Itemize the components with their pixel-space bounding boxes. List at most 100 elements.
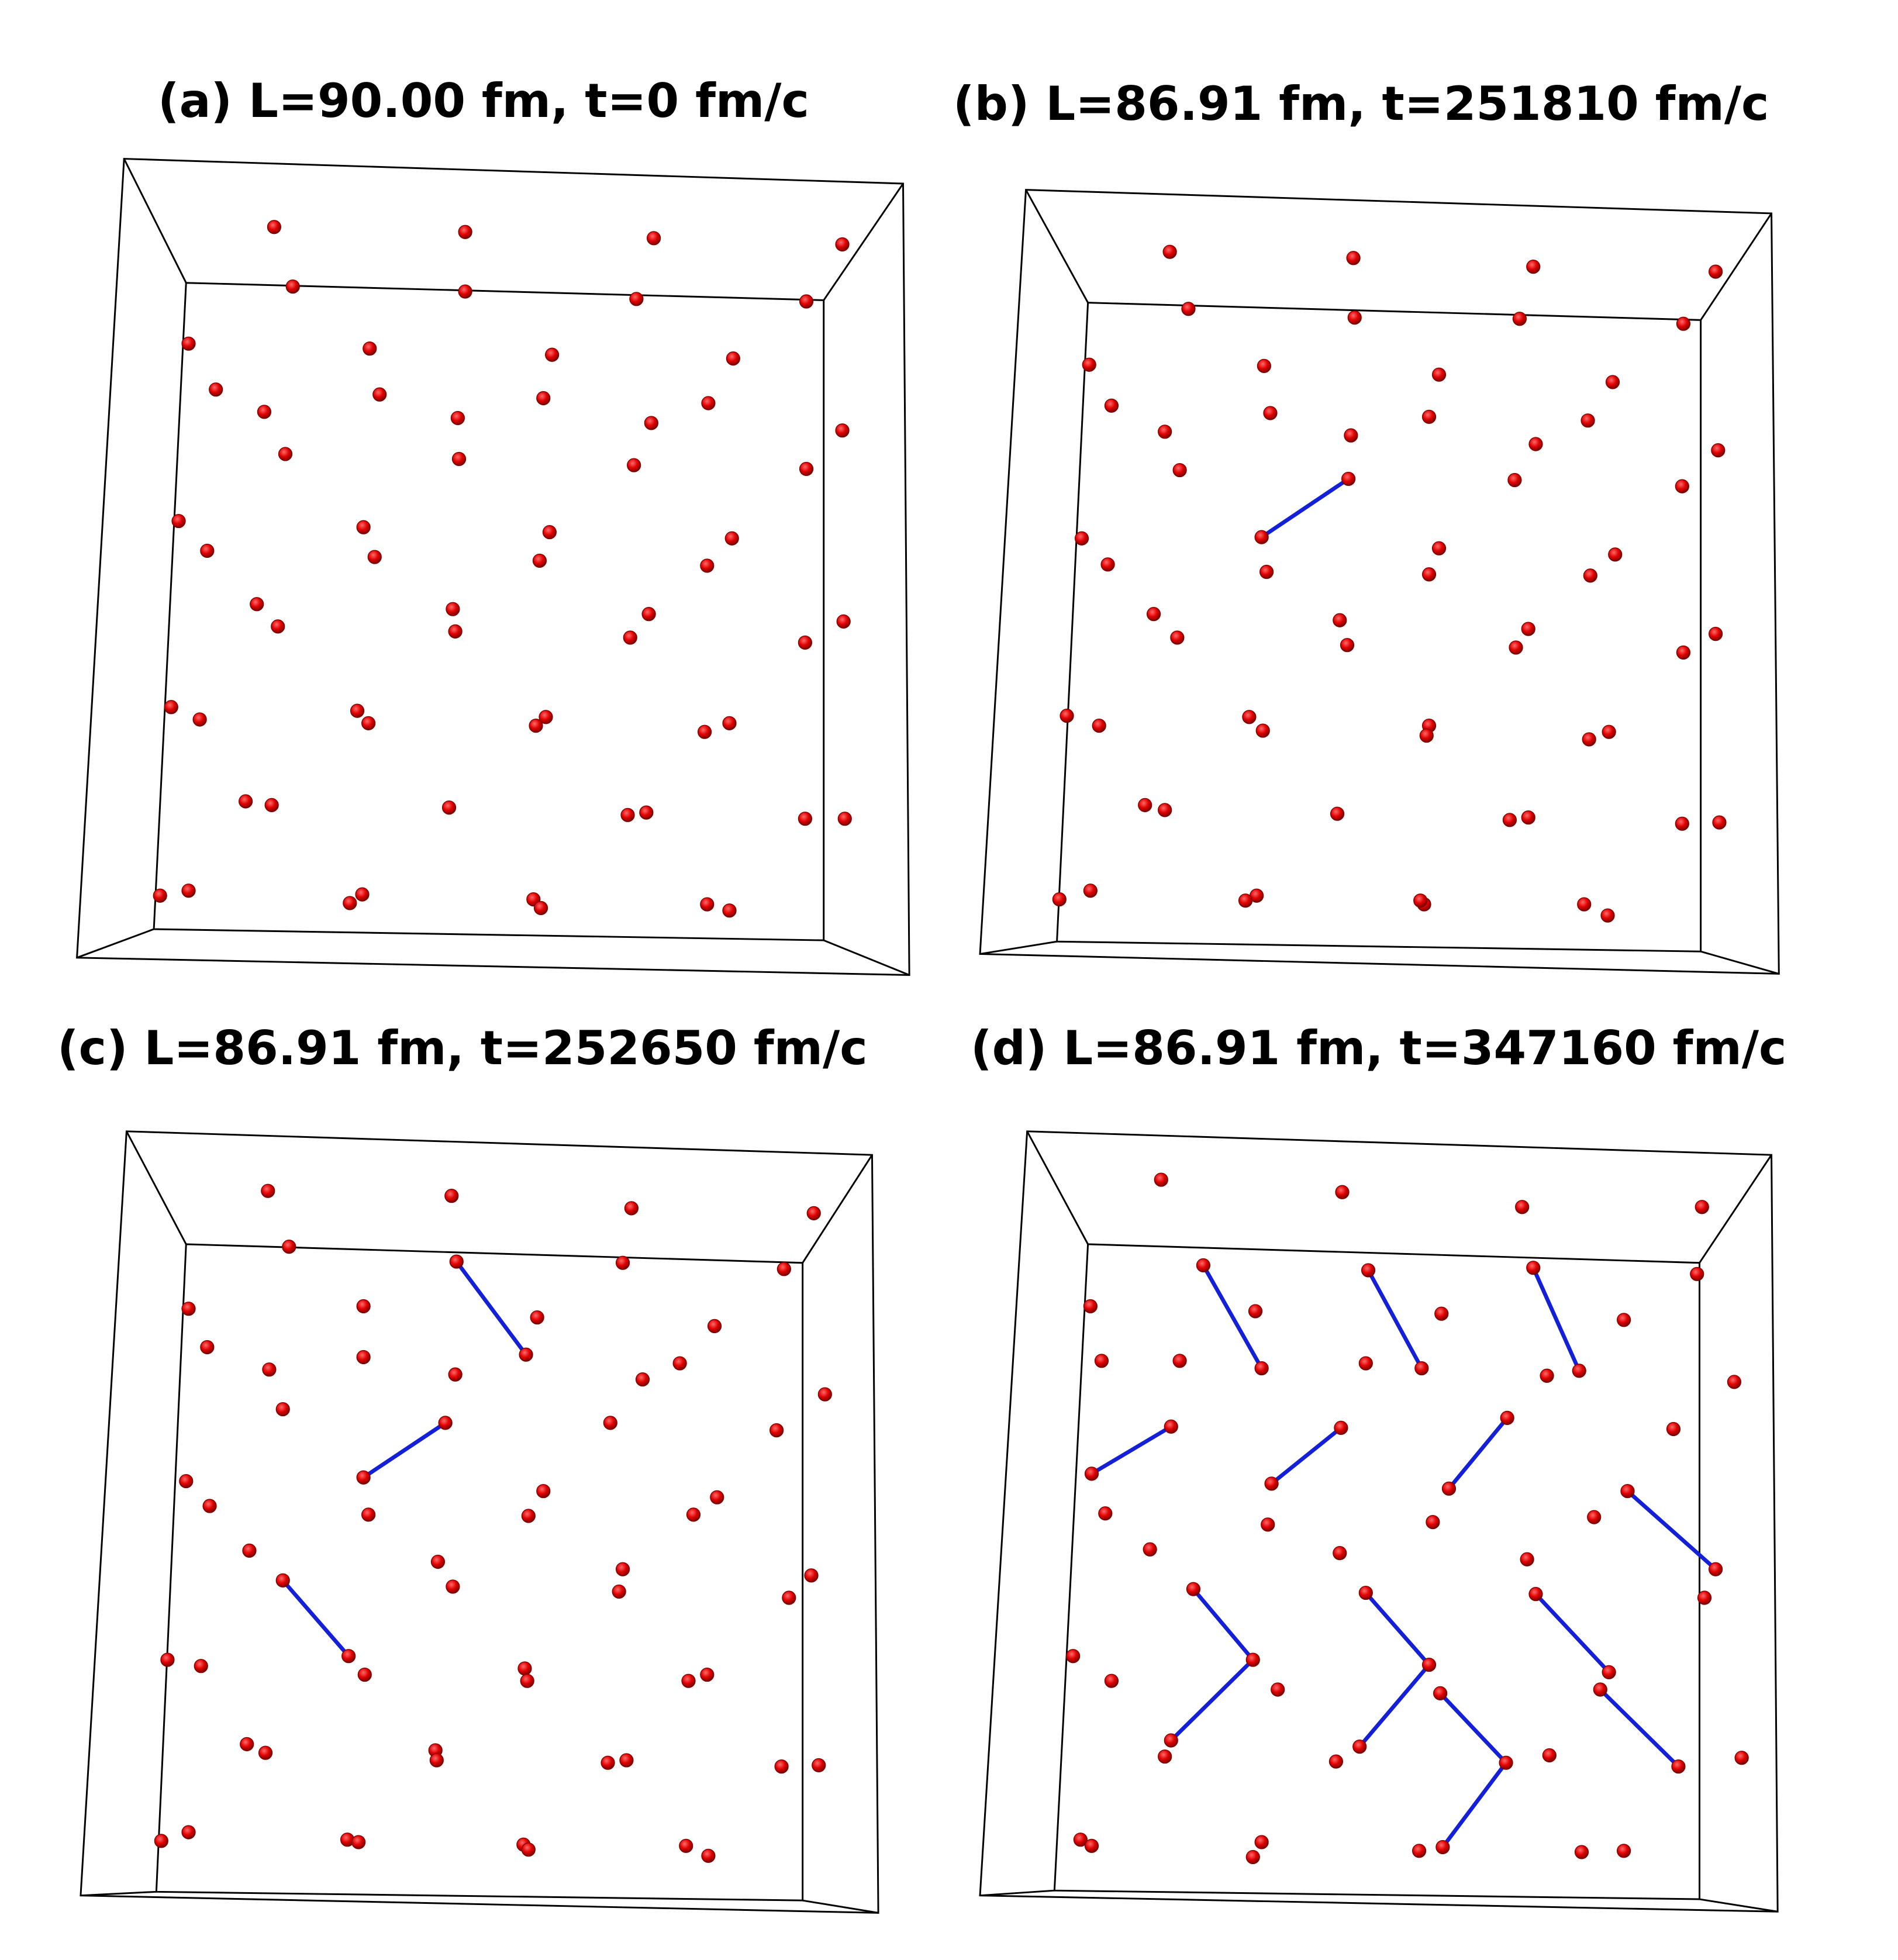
particle xyxy=(1712,815,1727,830)
box-edge xyxy=(979,940,1057,955)
panel-a-title: (a) L=90.00 fm, t=0 fm/c xyxy=(158,74,809,128)
particle xyxy=(1074,531,1089,546)
box-front-face xyxy=(155,1243,804,1902)
particle xyxy=(271,619,285,634)
panel-d xyxy=(979,1130,1779,1913)
bond-line xyxy=(1366,1268,1424,1371)
particle xyxy=(1341,471,1356,486)
particle xyxy=(1593,1682,1607,1697)
bond-line xyxy=(1269,1426,1343,1486)
particle xyxy=(250,597,264,612)
box-edge xyxy=(123,158,187,284)
particle xyxy=(356,1470,371,1485)
particle xyxy=(1431,367,1447,382)
particle xyxy=(264,798,279,812)
bond-line xyxy=(1169,1658,1255,1742)
particle xyxy=(1602,724,1616,739)
particle xyxy=(769,1423,784,1438)
particle xyxy=(1526,1261,1541,1275)
particle xyxy=(520,1673,534,1688)
particle xyxy=(446,602,460,616)
box-front-face xyxy=(1053,1243,1701,1900)
particle xyxy=(1347,310,1362,325)
particle xyxy=(1100,557,1115,572)
particle xyxy=(1421,1657,1437,1672)
particle xyxy=(615,1255,630,1270)
particle xyxy=(1608,547,1623,562)
particle xyxy=(710,1490,724,1504)
bond-line xyxy=(1438,1691,1508,1765)
particle xyxy=(1671,1759,1686,1774)
particle xyxy=(441,800,457,815)
particle xyxy=(1515,1200,1530,1214)
bond-line xyxy=(281,1578,351,1658)
particle xyxy=(242,1543,257,1558)
particle xyxy=(1540,1368,1554,1383)
particle xyxy=(627,458,641,472)
particle xyxy=(799,461,814,477)
particle xyxy=(357,1667,372,1682)
particle xyxy=(722,716,737,730)
particle xyxy=(1574,1845,1589,1859)
particle xyxy=(458,284,472,299)
particle xyxy=(1259,564,1274,579)
particle xyxy=(200,543,215,558)
bond-line xyxy=(1447,1416,1510,1491)
particle xyxy=(1333,1546,1347,1561)
particle xyxy=(1328,1754,1344,1769)
box-edge xyxy=(1699,1154,1772,1264)
particle xyxy=(1264,1476,1279,1491)
particle xyxy=(1617,1313,1631,1327)
particle xyxy=(1333,613,1347,627)
box-back-face xyxy=(75,158,910,976)
bond-line xyxy=(1357,1662,1431,1749)
bond-line xyxy=(361,1420,448,1480)
particle xyxy=(1500,1410,1514,1425)
particle xyxy=(835,237,850,252)
particle xyxy=(1170,630,1185,645)
particle xyxy=(154,1834,168,1848)
particle xyxy=(1158,1749,1172,1764)
particle xyxy=(1502,813,1517,827)
particle xyxy=(1709,627,1723,641)
particle xyxy=(261,1183,275,1198)
particle xyxy=(1335,1185,1350,1199)
particle xyxy=(1098,1506,1113,1521)
particle xyxy=(804,1568,819,1583)
particle xyxy=(1711,443,1726,458)
particle xyxy=(619,1753,634,1768)
particle xyxy=(285,279,300,294)
particle xyxy=(1254,1361,1269,1376)
box-edge xyxy=(823,183,904,301)
particle xyxy=(539,710,553,724)
particle xyxy=(1600,908,1615,923)
particle xyxy=(639,805,654,820)
particle xyxy=(782,1590,796,1605)
particle xyxy=(1358,1356,1373,1371)
particle xyxy=(1709,264,1723,279)
particle xyxy=(1263,406,1278,420)
particle xyxy=(361,1507,376,1522)
particle xyxy=(700,1667,715,1682)
particle xyxy=(1257,358,1271,373)
particle xyxy=(275,1573,290,1588)
particle xyxy=(1580,413,1595,428)
bond-line xyxy=(1364,1590,1431,1667)
panel-a xyxy=(75,158,910,976)
particle xyxy=(536,391,551,406)
box-back-face xyxy=(80,1130,879,1914)
box-edge xyxy=(1699,1898,1778,1913)
particle xyxy=(774,1759,789,1774)
particle xyxy=(1242,710,1257,724)
bond-line xyxy=(454,1259,528,1357)
particle xyxy=(1146,607,1161,622)
particle xyxy=(1186,1582,1201,1596)
particle xyxy=(1709,1562,1723,1576)
particle xyxy=(1158,425,1172,439)
particle xyxy=(179,1474,194,1489)
particle xyxy=(641,607,656,622)
particle xyxy=(700,897,715,912)
particle xyxy=(722,903,737,918)
particle xyxy=(458,225,472,239)
